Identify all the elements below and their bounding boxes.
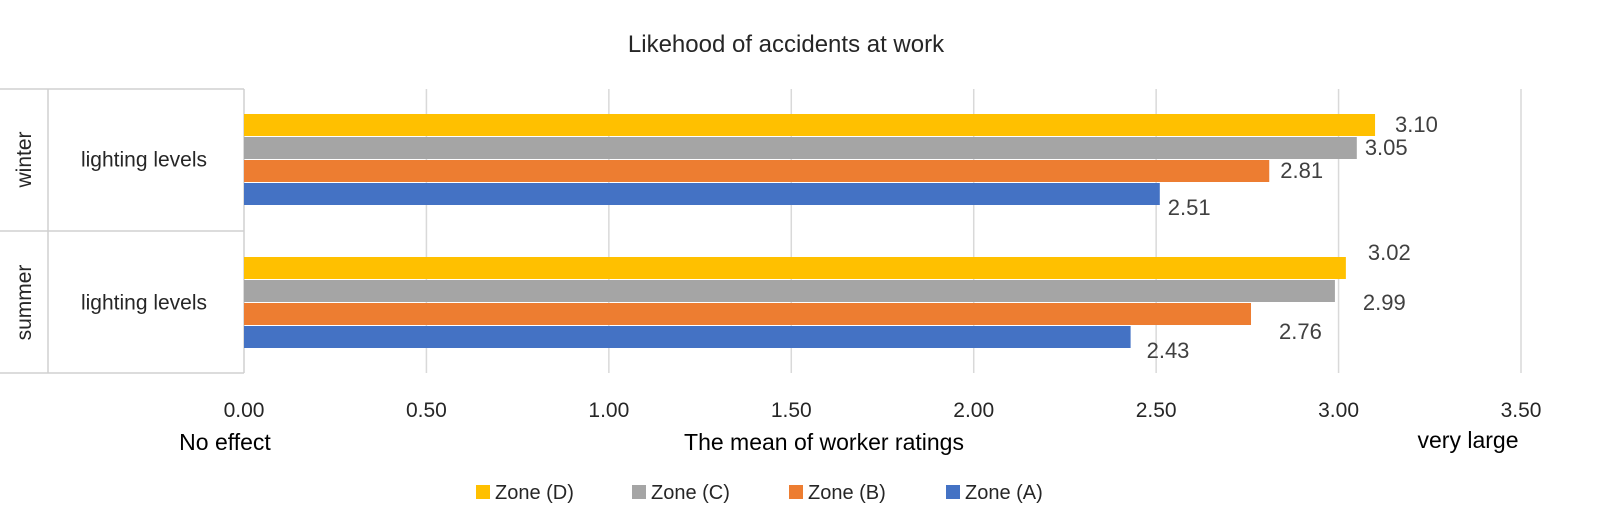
legend-swatch-zone-a	[946, 485, 960, 499]
x-axis-right-label: very large	[1418, 427, 1519, 453]
x-tick-label: 0.50	[406, 399, 447, 422]
category-labels: winter lighting levels summer lighting leve…	[13, 131, 207, 340]
data-labels: 3.103.05 2.81 2.51 3.02 2.99 2.76 2.43	[1147, 112, 1438, 363]
bars	[244, 114, 1376, 348]
category-label: lighting levels	[81, 149, 207, 172]
x-tick-label: 3.00	[1318, 399, 1359, 422]
bar-summer-zone-d	[244, 257, 1346, 279]
data-label-summer-zone-a: 2.43	[1147, 338, 1190, 363]
bar-winter-zone-c	[244, 137, 1357, 159]
x-axis-title: The mean of worker ratings	[684, 429, 964, 455]
data-label-summer-zone-d: 3.02	[1368, 240, 1411, 265]
data-label-summer-zone-c: 2.99	[1363, 290, 1406, 315]
bar-summer-zone-a	[244, 326, 1131, 348]
data-label-winter-zone-c: 3.05	[1365, 135, 1408, 160]
legend-swatch-zone-b	[789, 485, 803, 499]
legend-swatch-zone-c	[632, 485, 646, 499]
x-tick-label: 1.50	[771, 399, 812, 422]
x-tick-labels: 0.00 0.50 1.00 1.50 2.00 2.50 3.00 3.50	[224, 399, 1542, 422]
group-label-summer: summer	[13, 265, 36, 341]
bar-summer-zone-c	[244, 280, 1335, 302]
category-label: lighting levels	[81, 292, 207, 315]
bar-summer-zone-b	[244, 303, 1252, 325]
data-label-winter-zone-d: 3.10	[1395, 112, 1438, 137]
legend-label-zone-b: Zone (B)	[808, 482, 886, 504]
bar-winter-zone-a	[244, 183, 1160, 205]
bar-winter-zone-d	[244, 114, 1376, 136]
x-tick-label: 3.50	[1501, 399, 1542, 422]
legend-swatch-zone-d	[476, 485, 490, 499]
x-tick-label: 0.00	[224, 399, 265, 422]
data-label-summer-zone-b: 2.76	[1279, 319, 1322, 344]
category-axis-frame	[0, 88, 245, 374]
legend-label-zone-c: Zone (C)	[651, 482, 730, 504]
x-tick-label: 2.00	[953, 399, 994, 422]
chart-title: Likehood of accidents at work	[628, 31, 945, 58]
gridlines	[425, 89, 1522, 373]
legend: Zone (D) Zone (C) Zone (B) Zone (A)	[476, 482, 1043, 504]
bar-winter-zone-b	[244, 160, 1270, 182]
x-tick-label: 1.00	[588, 399, 629, 422]
legend-label-zone-d: Zone (D)	[495, 482, 574, 504]
data-label-winter-zone-a: 2.51	[1168, 195, 1211, 220]
data-label-winter-zone-b: 2.81	[1280, 158, 1323, 183]
x-axis-left-label: No effect	[179, 429, 271, 455]
x-tick-label: 2.50	[1136, 399, 1177, 422]
group-label-winter: winter	[13, 131, 36, 188]
legend-label-zone-a: Zone (A)	[965, 482, 1043, 504]
